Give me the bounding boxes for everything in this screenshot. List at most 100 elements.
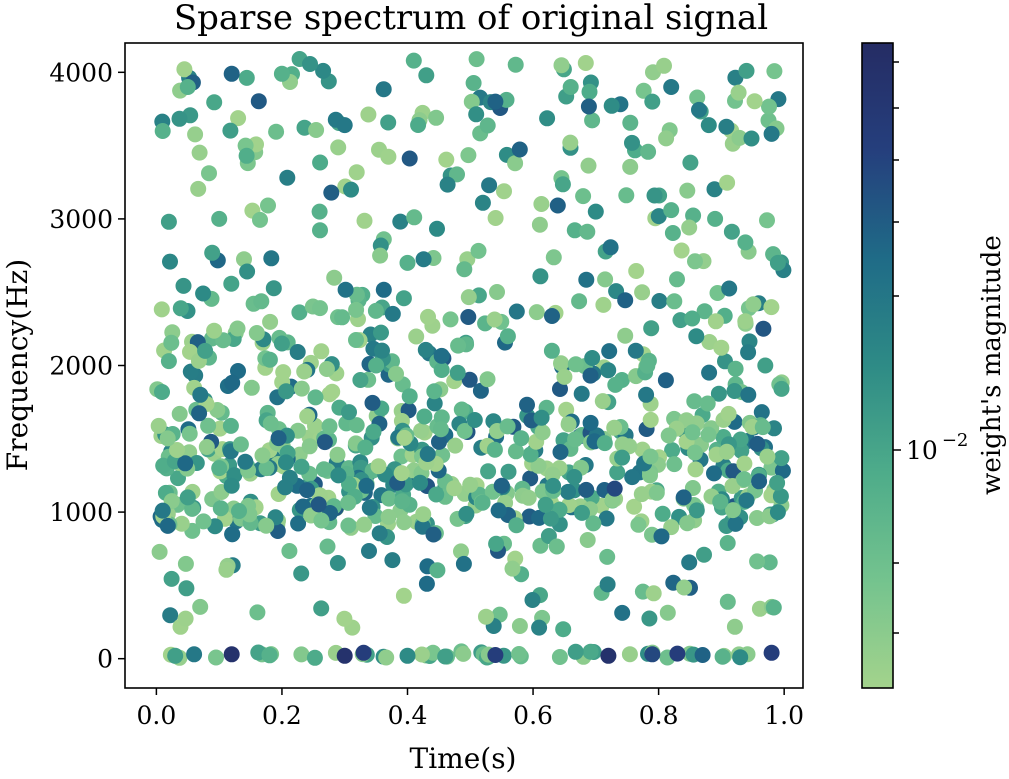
scatter-point [553,57,570,74]
scatter-point [151,543,168,560]
scatter-point [293,380,310,397]
scatter-point [334,309,351,326]
scatter-point [243,379,260,396]
scatter-point [601,343,618,360]
scatter-point [651,293,668,309]
scatter-point [641,610,658,627]
scatter-point [573,385,590,402]
scatter-point [737,234,754,251]
scatter-point [664,442,681,459]
scatter-point [755,320,772,337]
scatter-point [554,176,571,193]
scatter-point [179,79,196,95]
scatter-point [656,57,672,74]
scatter-point [754,419,771,436]
scatter-point [532,268,549,285]
scatter-point [769,474,786,491]
scatter-point [413,646,430,663]
scatter-point [607,376,624,393]
scatter-point [258,517,275,534]
scatter-point [751,473,768,490]
scatter-point [736,455,753,472]
scatter-point [721,280,738,297]
scatter-point [462,476,479,493]
scatter-point [648,484,665,501]
scatter-point [352,372,369,388]
scatter-point [275,364,292,381]
scatter-point [490,502,507,519]
scatter-point [370,458,387,475]
scatter-point [519,396,535,413]
scatter-point [621,646,638,663]
scatter-point [712,493,729,510]
scatter-point [582,643,599,660]
scatter-point [681,554,698,571]
scatter-point [596,435,613,452]
scatter-point [664,225,681,241]
scatter-point [236,251,252,268]
scatter-point [308,122,325,138]
scatter-point [560,483,577,500]
scatter-point [311,203,328,220]
scatter-point [537,496,554,513]
scatter-point [606,419,623,436]
scatter-point [223,646,240,663]
scatter-point [258,460,275,477]
scatter-point [178,580,195,597]
scatter-point [348,417,365,434]
scatter-point [643,320,660,337]
scatter-point [437,648,454,665]
scatter-point [732,649,749,666]
scatter-point [753,404,770,421]
y-tick-label: 1000 [49,498,113,527]
scatter-point [642,467,658,484]
scatter-point [232,436,249,453]
scatter-point [763,644,780,661]
scatter-point [190,180,207,197]
scatter-point [171,110,188,127]
scatter-point [539,110,556,127]
scatter-point [707,313,724,330]
scatter-point [628,263,645,279]
scatter-point [211,460,228,477]
scatter-point [341,404,357,421]
scatter-point [513,430,530,447]
scatter-point [585,515,602,532]
scatter-point [177,610,194,627]
x-tick-label: 0.2 [262,701,302,730]
scatter-point [544,308,560,324]
scatter-point [341,476,357,493]
scatter-point [551,649,568,665]
scatter-point [278,383,295,400]
scatter-point [650,208,667,225]
scatter-point [417,341,434,358]
x-tick-label: 0.6 [513,701,553,730]
scatter-point [487,210,504,226]
scatter-point [429,562,446,579]
scatter-point [672,312,689,329]
scatter-point [682,154,699,171]
x-tick-label: 0.0 [137,701,177,730]
scatter-point [465,75,482,91]
scatter-point [688,328,705,345]
scatter-point [487,647,504,663]
scatter-point [714,648,731,665]
scatter-point [415,251,432,268]
scatter-point [426,383,443,400]
scatter-point [340,494,357,511]
scatter-point [478,608,494,625]
scatter-point [673,242,690,259]
scatter-point [582,367,599,384]
scatter-point [562,79,579,95]
scatter-point [743,130,760,147]
scatter-point [439,176,456,193]
scatter-point [663,79,680,95]
scatter-point [772,488,789,505]
scatter-point [566,222,583,239]
scatter-point [395,290,412,307]
scatter-point [719,593,736,610]
scatter-point [195,513,212,530]
scatter-point [749,553,766,570]
scatter-point [545,249,562,266]
